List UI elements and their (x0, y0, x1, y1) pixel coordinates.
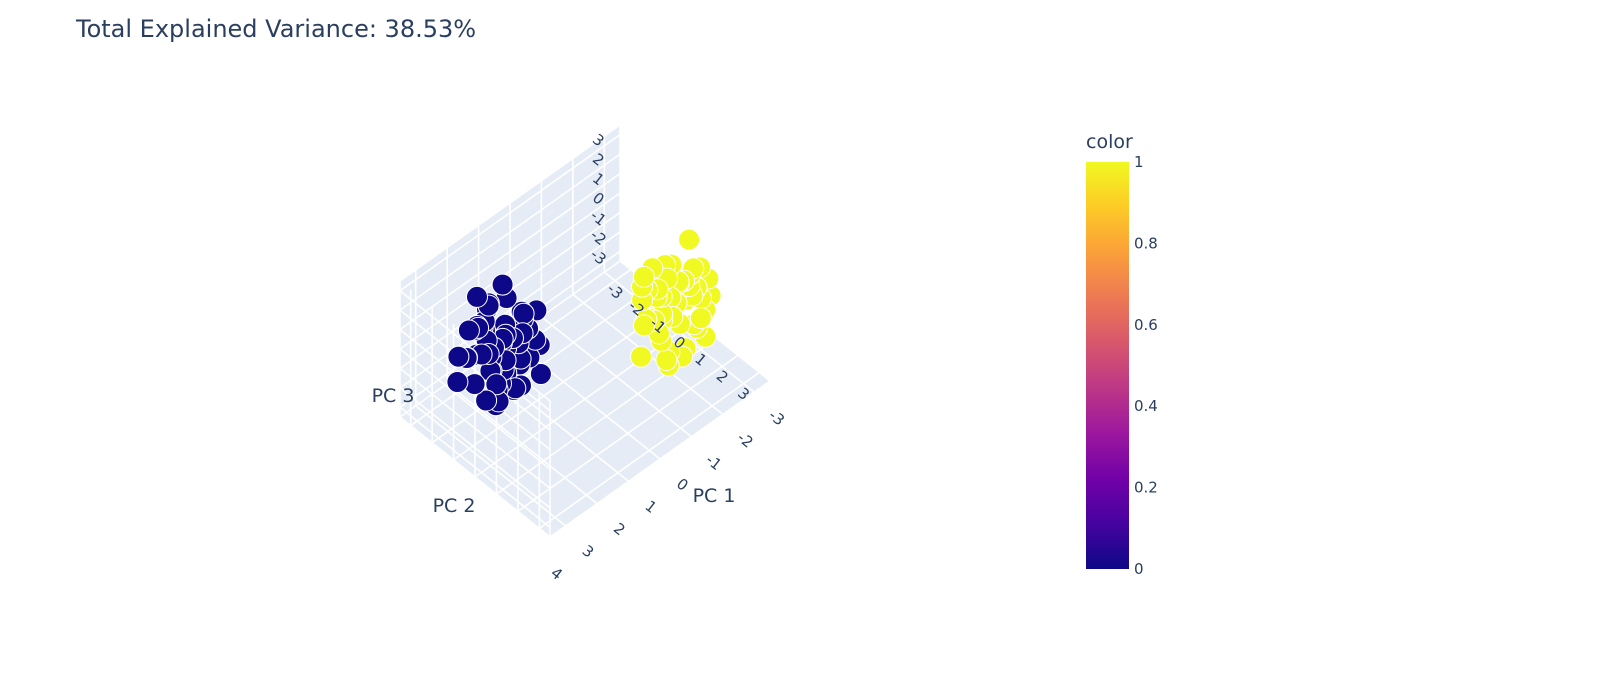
gridline-floor-y (517, 354, 739, 512)
scatter-point (678, 228, 701, 251)
colorbar-gradient (1086, 162, 1129, 569)
scatter-point (446, 371, 469, 393)
scatter-point (485, 373, 508, 396)
scatter-point (630, 345, 652, 368)
gridline-rightwall-z (399, 348, 551, 470)
z-axis-title: PC 3 (372, 385, 415, 407)
colorbar: color 0 0.2 0.4 0.6 0.8 1 (1086, 131, 1158, 578)
chart-title: Total Explained Variance: 38.53% (76, 15, 477, 43)
y-axis-title: PC 2 (433, 495, 476, 517)
x-tick-label: 0 (673, 475, 692, 495)
colorbar-tick-label: 0 (1134, 560, 1144, 578)
gridline-leftwall-z (399, 134, 621, 292)
gridline-floor-x (446, 382, 598, 505)
scatter-point (447, 345, 470, 368)
x-axis-title: PC 1 (693, 485, 736, 507)
scatter-point (689, 307, 712, 330)
x-tick-label: 3 (579, 541, 598, 561)
scatter-point (491, 273, 514, 296)
x-tick-label: -2 (734, 428, 757, 451)
colorbar-title: color (1086, 131, 1133, 153)
colorbar-ticks: 0 0.2 0.4 0.6 0.8 1 (1134, 153, 1158, 578)
scatter-point (512, 302, 535, 325)
scatter-point (475, 389, 498, 412)
scatter-point (655, 349, 678, 371)
gridline-floor-y (538, 371, 760, 530)
gridline-leftwall-z (399, 192, 621, 350)
x-tick-label: 2 (610, 519, 629, 539)
colorbar-tick-label: 0.2 (1134, 479, 1158, 497)
x-tick-label: 4 (547, 564, 566, 584)
gridline-leftwall-z (399, 172, 621, 331)
colorbar-tick-label: 0.8 (1134, 234, 1158, 252)
x-tick-label: 1 (642, 497, 661, 517)
colorbar-tick-label: 0.6 (1134, 316, 1158, 334)
scene-gridlines (399, 134, 760, 530)
scatter-point (529, 363, 552, 385)
colorbar-tick-label: 0.4 (1134, 397, 1158, 415)
gridline-leftwall-z (399, 153, 621, 311)
scatter-point (466, 285, 488, 308)
scatter-point (632, 265, 655, 288)
axis-titles: PC 1 PC 2 PC 3 (372, 385, 736, 517)
gridline-rightwall-z (399, 309, 551, 431)
x-tick-label: -1 (702, 451, 725, 474)
scatter-point (633, 314, 655, 337)
scatter-points (446, 228, 722, 417)
x-tick-label: -3 (765, 406, 788, 429)
gridline-floor-x (415, 405, 567, 527)
colorbar-tick-label: 1 (1134, 153, 1144, 171)
scatter-point (457, 319, 480, 342)
